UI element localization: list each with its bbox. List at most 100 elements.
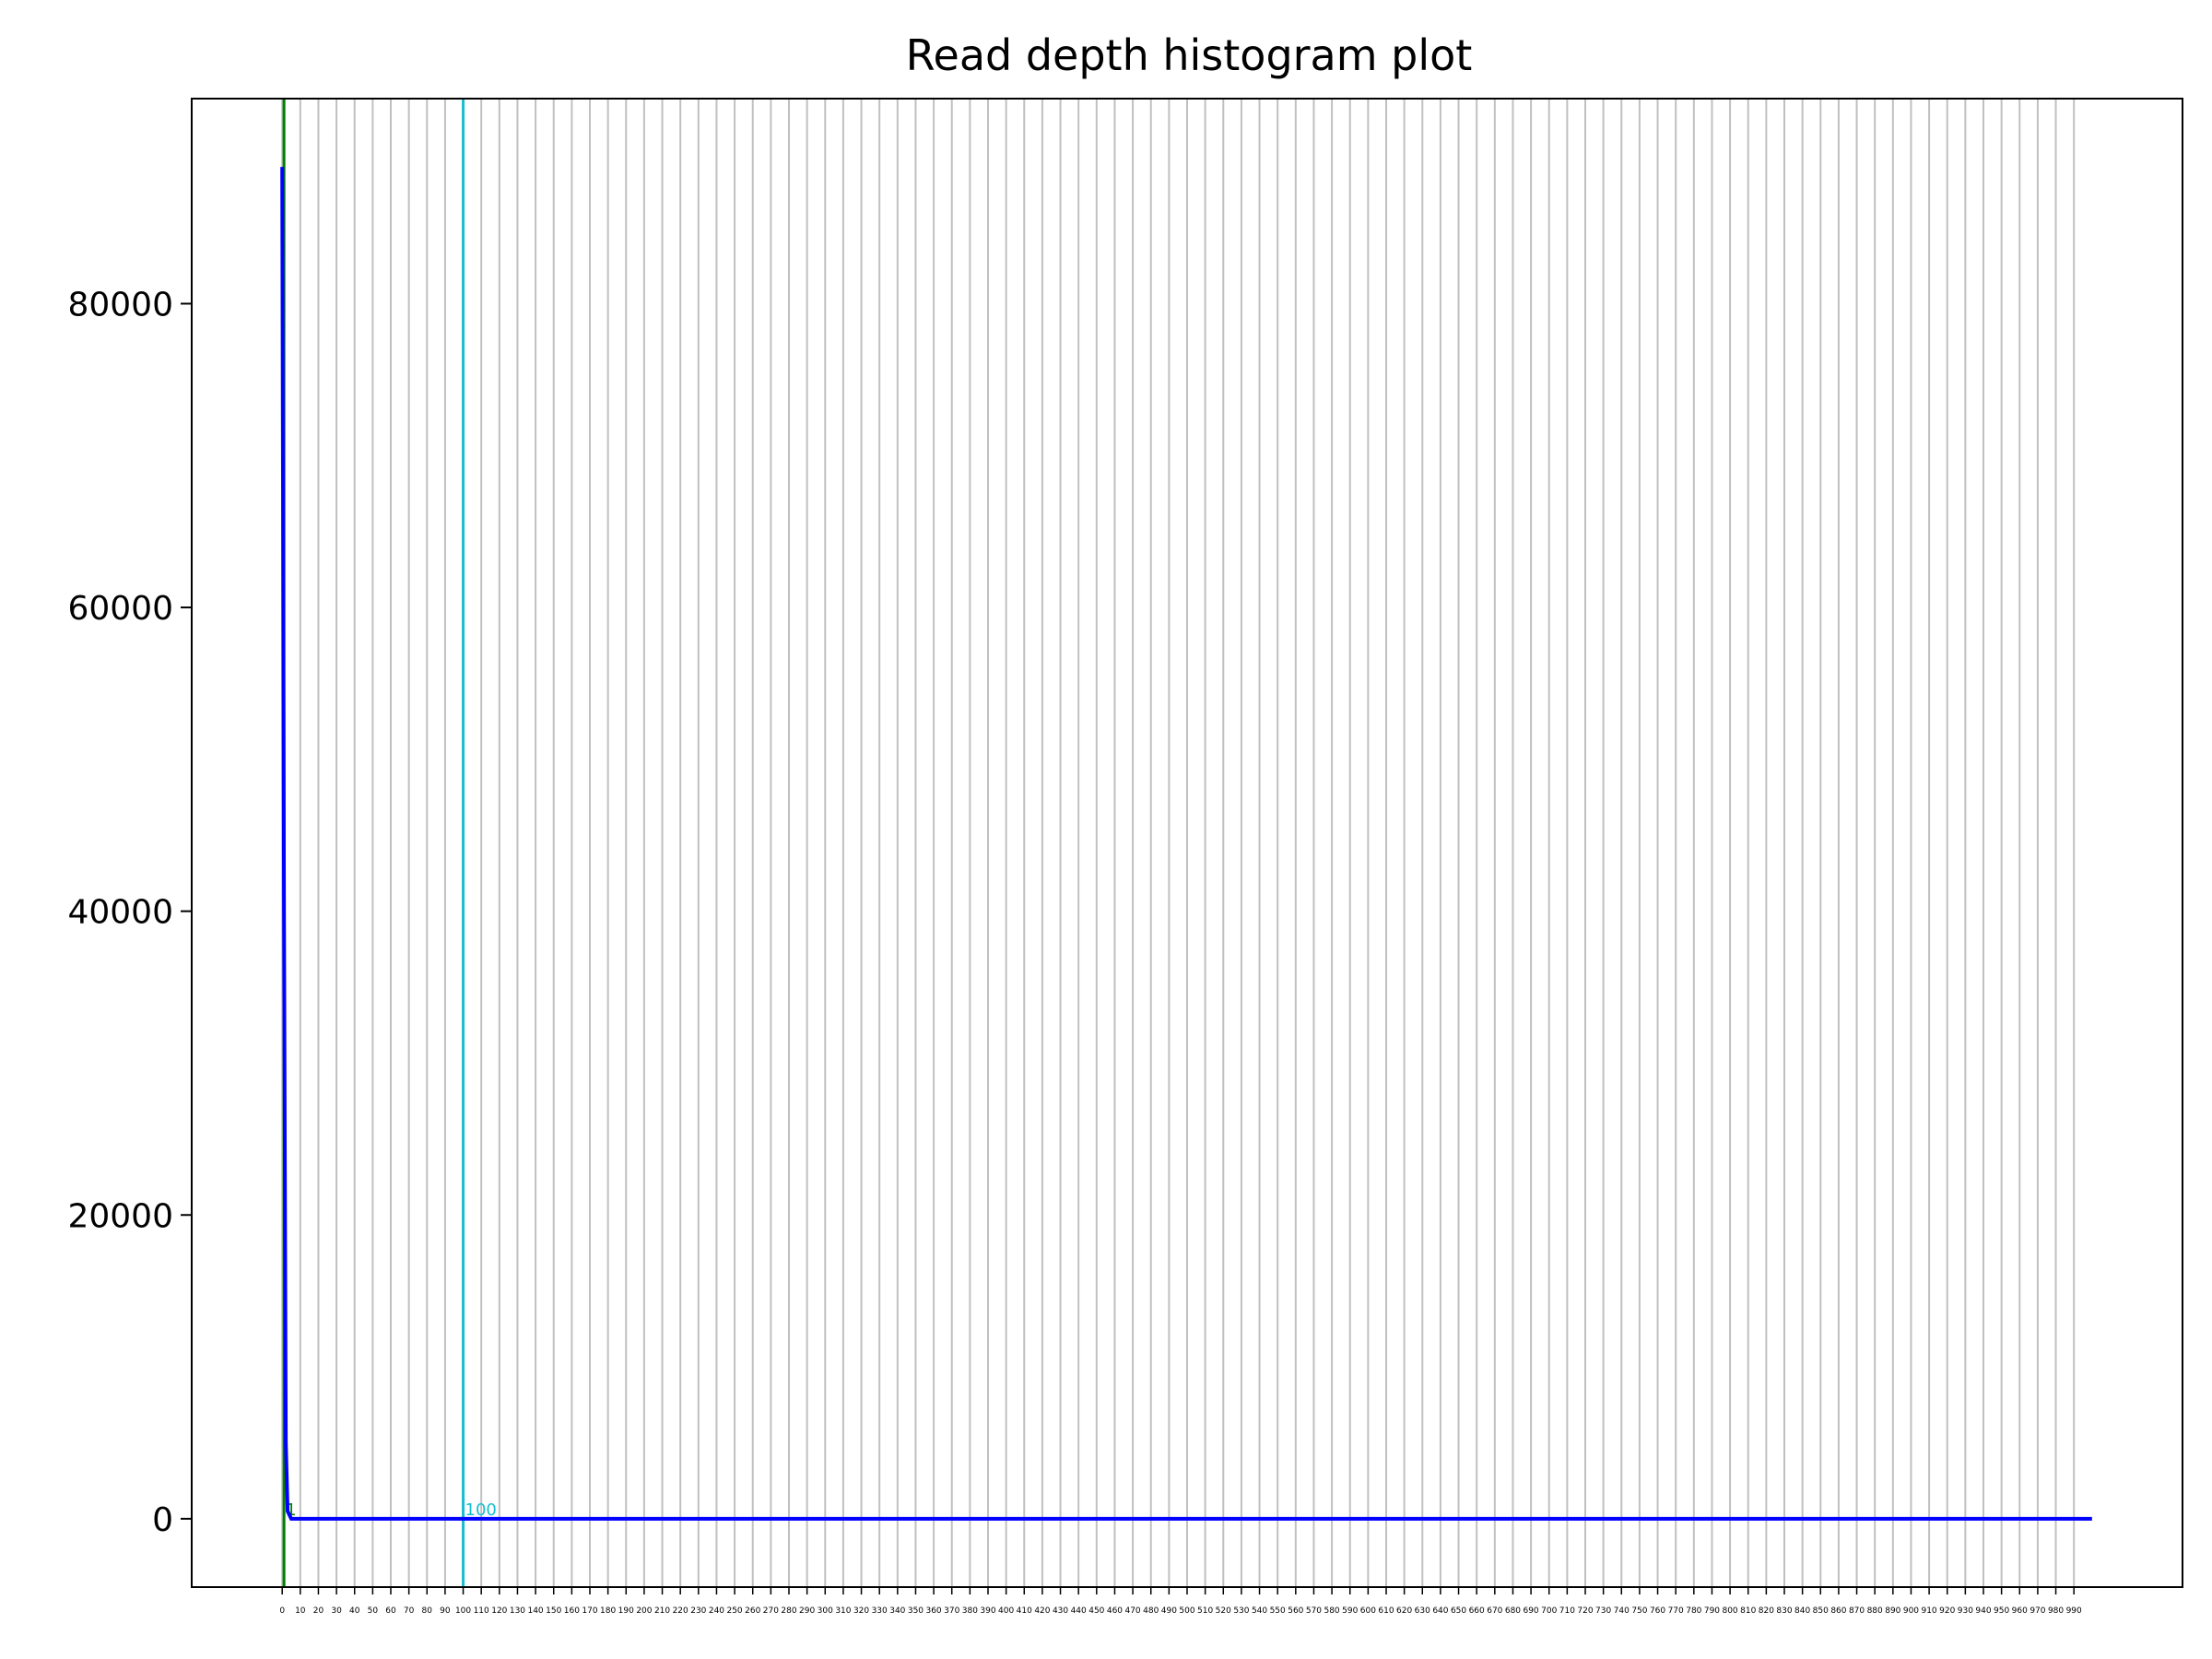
x-tick-label: 260 bbox=[745, 1606, 760, 1616]
x-tick-label: 940 bbox=[1975, 1606, 1991, 1616]
x-tick-label: 660 bbox=[1469, 1606, 1485, 1616]
y-axis-ticks: 0 20000 40000 60000 80000 bbox=[67, 286, 192, 1539]
x-tick-label: 30 bbox=[331, 1606, 342, 1616]
x-tick-label: 70 bbox=[404, 1606, 415, 1616]
x-tick-label: 270 bbox=[763, 1606, 779, 1616]
x-tick-label: 680 bbox=[1505, 1606, 1521, 1616]
x-tick-label: 510 bbox=[1197, 1606, 1213, 1616]
x-tick-label: 450 bbox=[1088, 1606, 1104, 1616]
x-tick-label: 920 bbox=[1939, 1606, 1955, 1616]
x-tick-label: 390 bbox=[980, 1606, 995, 1616]
x-tick-label: 820 bbox=[1759, 1606, 1774, 1616]
x-tick-label: 330 bbox=[872, 1606, 888, 1616]
y-tick-label: 20000 bbox=[67, 1197, 173, 1235]
plot-frame bbox=[191, 98, 2183, 1588]
x-tick-label: 120 bbox=[491, 1606, 507, 1616]
x-gridlines bbox=[281, 99, 2076, 1587]
x-tick-label: 230 bbox=[690, 1606, 706, 1616]
x-tick-label: 40 bbox=[349, 1606, 360, 1616]
x-tick-label: 310 bbox=[835, 1606, 851, 1616]
x-tick-label: 850 bbox=[1813, 1606, 1829, 1616]
x-tick-label: 240 bbox=[709, 1606, 724, 1616]
x-tick-label: 800 bbox=[1722, 1606, 1737, 1616]
x-tick-label: 170 bbox=[582, 1606, 597, 1616]
x-tick-label: 350 bbox=[908, 1606, 924, 1616]
x-tick-label: 900 bbox=[1903, 1606, 1919, 1616]
x-tick-label: 830 bbox=[1776, 1606, 1792, 1616]
x-tick-label: 650 bbox=[1451, 1606, 1466, 1616]
x-tick-label: 600 bbox=[1360, 1606, 1376, 1616]
x-tick-label: 470 bbox=[1124, 1606, 1140, 1616]
x-tick-label: 370 bbox=[944, 1606, 959, 1616]
x-tick-label: 340 bbox=[889, 1606, 905, 1616]
x-tick-label: 480 bbox=[1143, 1606, 1159, 1616]
x-tick-label: 780 bbox=[1686, 1606, 1701, 1616]
x-tick-label: 360 bbox=[925, 1606, 941, 1616]
x-tick-label: 880 bbox=[1867, 1606, 1883, 1616]
x-tick-label: 150 bbox=[546, 1606, 561, 1616]
x-tick-label: 970 bbox=[2030, 1606, 2045, 1616]
x-tick-label: 790 bbox=[1704, 1606, 1720, 1616]
y-tick-label: 80000 bbox=[67, 286, 173, 324]
x-tick-label: 960 bbox=[2012, 1606, 2028, 1616]
x-tick-label: 590 bbox=[1342, 1606, 1358, 1616]
x-tick-label: 180 bbox=[600, 1606, 616, 1616]
x-tick-label: 490 bbox=[1161, 1606, 1177, 1616]
y-tick-label: 60000 bbox=[67, 590, 173, 628]
x-tick-label: 890 bbox=[1885, 1606, 1900, 1616]
x-tick-label: 280 bbox=[781, 1606, 796, 1616]
x-tick-label: 710 bbox=[1559, 1606, 1575, 1616]
x-tick-label: 440 bbox=[1071, 1606, 1087, 1616]
x-tick-label: 290 bbox=[799, 1606, 815, 1616]
x-tick-label: 50 bbox=[368, 1606, 379, 1616]
x-tick-label: 640 bbox=[1432, 1606, 1448, 1616]
x-tick-label: 910 bbox=[1921, 1606, 1936, 1616]
x-tick-label: 200 bbox=[636, 1606, 652, 1616]
x-tick-label: 950 bbox=[1994, 1606, 2009, 1616]
reference-line-label: 100 bbox=[465, 1500, 497, 1520]
x-tick-label: 460 bbox=[1107, 1606, 1123, 1616]
x-tick-label: 520 bbox=[1216, 1606, 1231, 1616]
x-tick-label: 870 bbox=[1849, 1606, 1865, 1616]
x-tick-label: 400 bbox=[998, 1606, 1014, 1616]
x-tick-label: 760 bbox=[1650, 1606, 1665, 1616]
x-tick-label: 160 bbox=[564, 1606, 580, 1616]
x-tick-label: 670 bbox=[1487, 1606, 1502, 1616]
data-series bbox=[280, 167, 2092, 1521]
x-tick-label: 100 bbox=[455, 1606, 471, 1616]
x-tick-label: 580 bbox=[1324, 1606, 1339, 1616]
x-tick-label: 980 bbox=[2048, 1606, 2064, 1616]
x-tick-label: 620 bbox=[1396, 1606, 1412, 1616]
x-tick-label: 380 bbox=[962, 1606, 978, 1616]
x-tick-label: 410 bbox=[1017, 1606, 1032, 1616]
x-tick-label: 530 bbox=[1233, 1606, 1249, 1616]
x-tick-label: 420 bbox=[1034, 1606, 1050, 1616]
x-tick-label: 90 bbox=[440, 1606, 451, 1616]
series-line bbox=[280, 167, 2092, 1521]
chart-title: Read depth histogram plot bbox=[906, 30, 1473, 80]
x-tick-label: 840 bbox=[1794, 1606, 1810, 1616]
x-tick-label: 630 bbox=[1415, 1606, 1430, 1616]
x-tick-label: 10 bbox=[295, 1606, 306, 1616]
x-tick-label: 80 bbox=[422, 1606, 433, 1616]
x-tick-label: 250 bbox=[726, 1606, 742, 1616]
x-tick-label: 610 bbox=[1378, 1606, 1394, 1616]
x-tick-label: 60 bbox=[385, 1606, 396, 1616]
x-tick-label: 930 bbox=[1958, 1606, 1973, 1616]
x-tick-label: 700 bbox=[1541, 1606, 1557, 1616]
x-tick-label: 860 bbox=[1830, 1606, 1846, 1616]
reference-line-label: 1 bbox=[286, 1500, 296, 1520]
y-tick-label: 40000 bbox=[67, 894, 173, 932]
x-tick-label: 130 bbox=[510, 1606, 525, 1616]
x-tick-label: 740 bbox=[1614, 1606, 1630, 1616]
x-tick-label: 560 bbox=[1288, 1606, 1303, 1616]
x-tick-label: 210 bbox=[654, 1606, 670, 1616]
x-tick-label: 570 bbox=[1306, 1606, 1322, 1616]
x-tick-label: 690 bbox=[1523, 1606, 1538, 1616]
x-tick-label: 430 bbox=[1053, 1606, 1068, 1616]
x-tick-label: 300 bbox=[818, 1606, 833, 1616]
x-tick-label: 770 bbox=[1668, 1606, 1684, 1616]
x-tick-label: 190 bbox=[618, 1606, 634, 1616]
x-tick-label: 110 bbox=[474, 1606, 489, 1616]
